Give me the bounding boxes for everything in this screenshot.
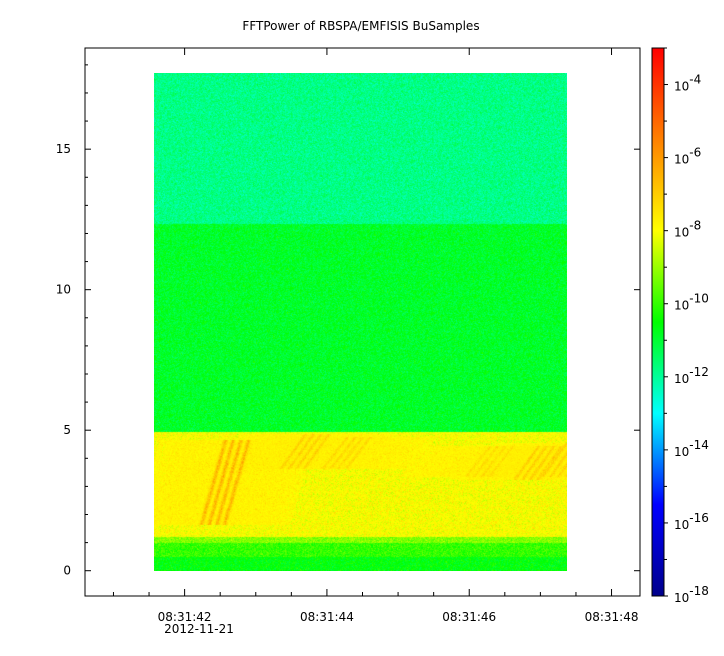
colorbar <box>651 47 665 597</box>
y-tick-label: 0 <box>63 564 71 578</box>
colorbar-tick-label: 10-14 <box>674 438 709 459</box>
x-tick-label: 08:31:44 <box>300 610 354 624</box>
colorbar-axis: 10-4 10-6 10-8 10-10 10-12 10-14 10-16 10-18 <box>664 47 709 605</box>
y-tick-label: 5 <box>63 423 71 437</box>
chart-title: FFTPower of RBSPA/EMFISIS BuSamples <box>242 19 479 33</box>
x-tick-label: 08:31:46 <box>442 610 496 624</box>
colorbar-tick-label: 10-12 <box>674 365 709 386</box>
y-tick-label: 15 <box>56 142 71 156</box>
colorbar-tick-label: 10-4 <box>674 73 701 94</box>
x-tick-label: 08:31:42 <box>158 610 212 624</box>
y-axis: 0 5 10 15 <box>56 64 640 578</box>
colorbar-tick-label: 10-8 <box>674 219 701 240</box>
x-date-label: 2012-11-21 <box>164 622 234 636</box>
x-tick-label: 08:31:48 <box>585 610 639 624</box>
colorbar-tick-label: 10-18 <box>674 584 709 605</box>
y-tick-label: 10 <box>56 283 71 297</box>
colorbar-tick-label: 10-6 <box>674 146 701 167</box>
spectrogram-image <box>154 73 567 571</box>
x-axis: 08:31:42 08:31:44 08:31:46 08:31:48 <box>112 48 639 624</box>
colorbar-tick-label: 10-16 <box>674 511 709 532</box>
colorbar-tick-label: 10-10 <box>674 292 709 313</box>
